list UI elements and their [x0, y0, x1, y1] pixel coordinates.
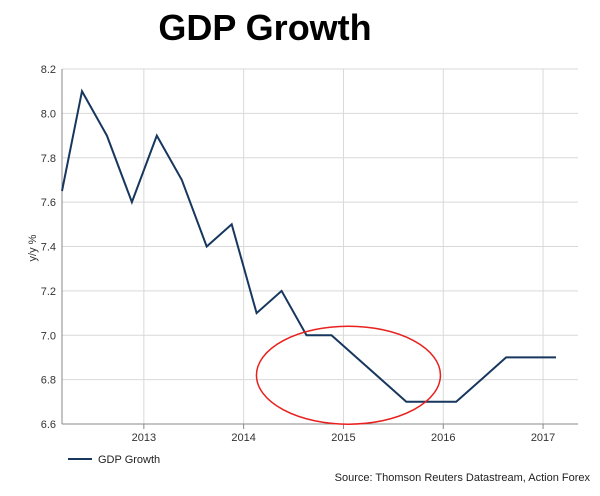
y-tick-label: 6.8: [41, 375, 56, 387]
legend: GDP Growth: [68, 454, 160, 466]
legend-label: GDP Growth: [98, 454, 160, 466]
annotation-ellipse: [255, 325, 442, 425]
y-tick-label: 7.0: [41, 330, 56, 342]
x-tick-label: 2017: [531, 432, 555, 444]
x-tick-label: 2013: [132, 432, 156, 444]
grid: [62, 68, 578, 425]
x-tick-label: 2015: [331, 432, 355, 444]
chart-title: GDP Growth: [158, 7, 371, 48]
y-tick-label: 6.6: [41, 419, 56, 431]
source-note: Source: Thomson Reuters Datastream, Acti…: [335, 472, 591, 484]
series-line-0: [61, 88, 556, 403]
y-tick-label: 7.6: [41, 197, 56, 209]
x-tick-labels: 2013 2014 2015 2016 2017: [132, 432, 556, 444]
y-tick-label: 7.8: [41, 153, 56, 165]
x-tick-label: 2016: [431, 432, 455, 444]
axes: [61, 69, 578, 429]
y-axis-label: y/y %: [27, 234, 39, 261]
y-tick-label: 8.0: [41, 108, 56, 120]
y-tick-label: 7.2: [41, 286, 56, 298]
annotation-group: [255, 325, 442, 425]
series-group: [61, 88, 557, 403]
y-tick-labels: 6.6 6.8 7.0 7.2 7.4 7.6 7.8 8.0 8.2: [41, 64, 56, 431]
y-tick-label: 8.2: [41, 64, 56, 76]
x-tick-label: 2014: [231, 432, 255, 444]
y-tick-label: 7.4: [41, 242, 56, 254]
